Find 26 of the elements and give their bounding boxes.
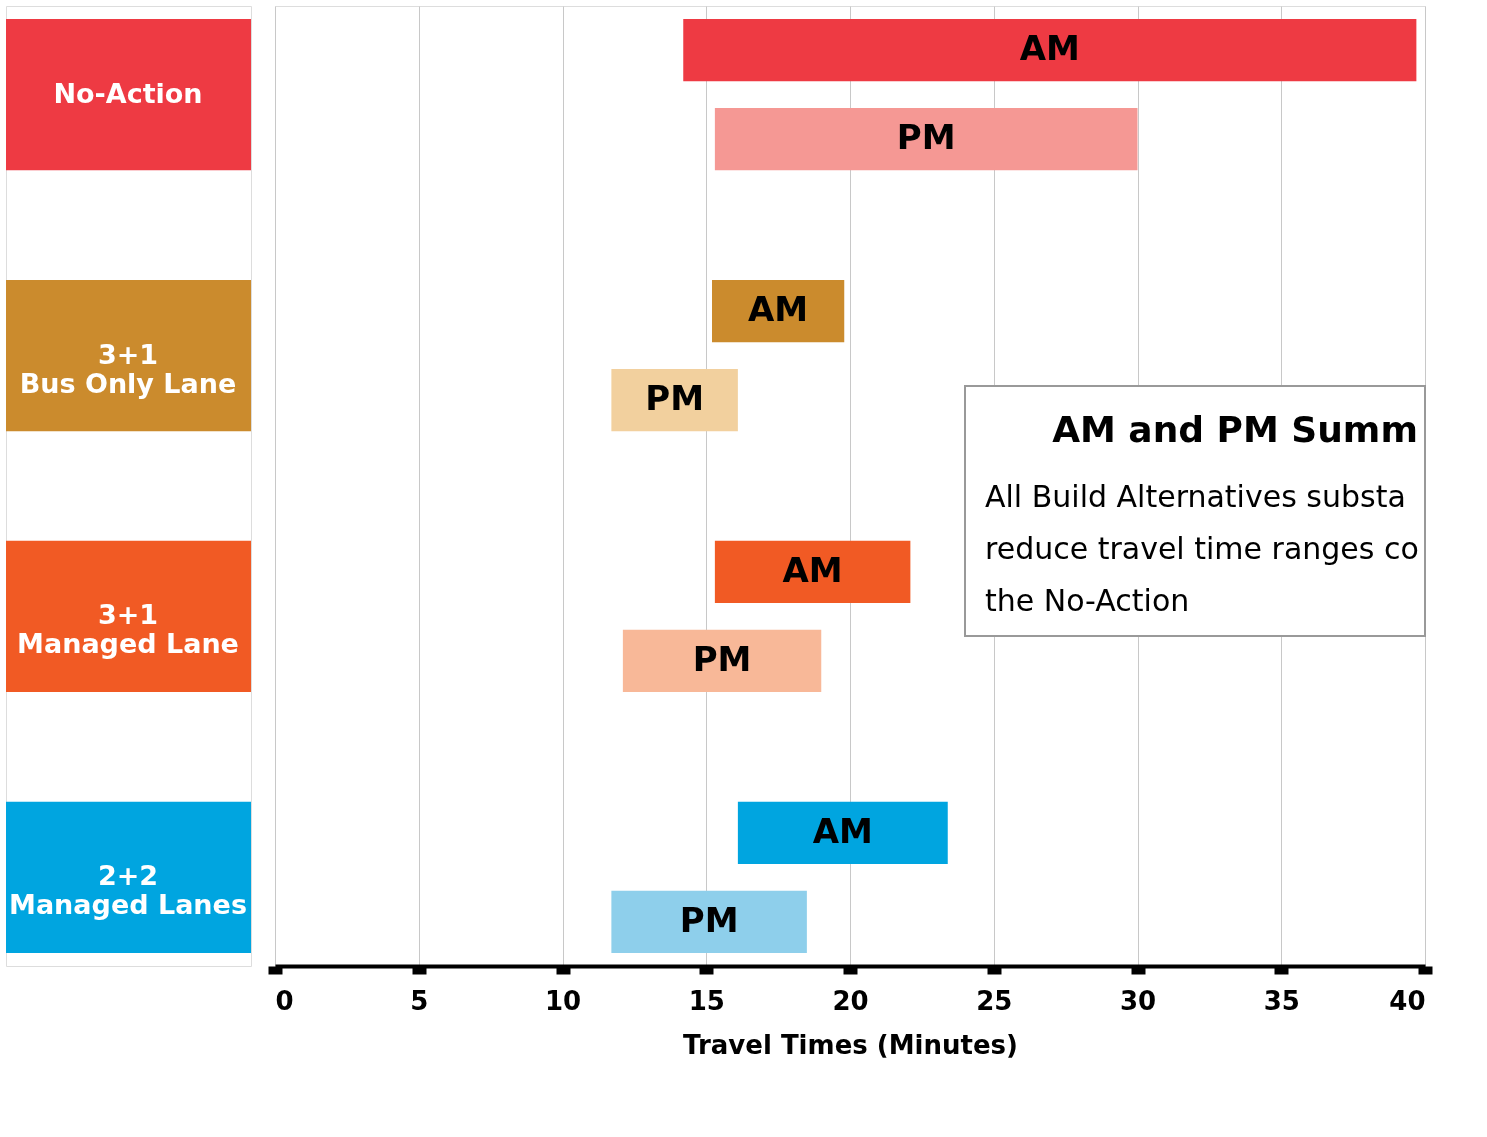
annotation: reduce travel time ranges co	[985, 531, 1419, 566]
x-tick-label: 25	[976, 985, 1013, 1016]
text: PM	[679, 899, 739, 940]
x-tick-label: 15	[688, 985, 725, 1016]
annotation: AM and PM Summ	[1052, 409, 1418, 450]
y-tick-label: No-Action	[53, 77, 203, 109]
y-tick-label: 3+1 Managed Lane	[17, 599, 239, 660]
text: AM	[1019, 28, 1080, 69]
series-label: AM	[748, 289, 809, 330]
x-tick-label: 35	[1263, 985, 1300, 1016]
x-tick-label: 10	[544, 985, 582, 1016]
x-tick-label: 5	[410, 985, 429, 1016]
x-tick-label: 20	[832, 985, 869, 1016]
x-tick-label: 30	[1119, 985, 1157, 1016]
annotation: All Build Alternatives substa	[985, 479, 1406, 514]
x-axis-title: Travel Times (Minutes)	[683, 1029, 1018, 1060]
text: AM	[782, 549, 843, 590]
text: AM	[812, 810, 873, 851]
x-tick-label: 0	[275, 985, 294, 1016]
text: PM	[896, 117, 956, 158]
annotation: the No-Action	[985, 583, 1190, 618]
x-tick-label: 40	[1389, 985, 1426, 1016]
series-label: PM	[645, 378, 705, 419]
text: PM	[692, 638, 752, 679]
y-tick-label: 2+2 Managed Lanes	[9, 860, 247, 921]
y-tick-label: 3+1 Bus Only Lane	[19, 338, 237, 399]
